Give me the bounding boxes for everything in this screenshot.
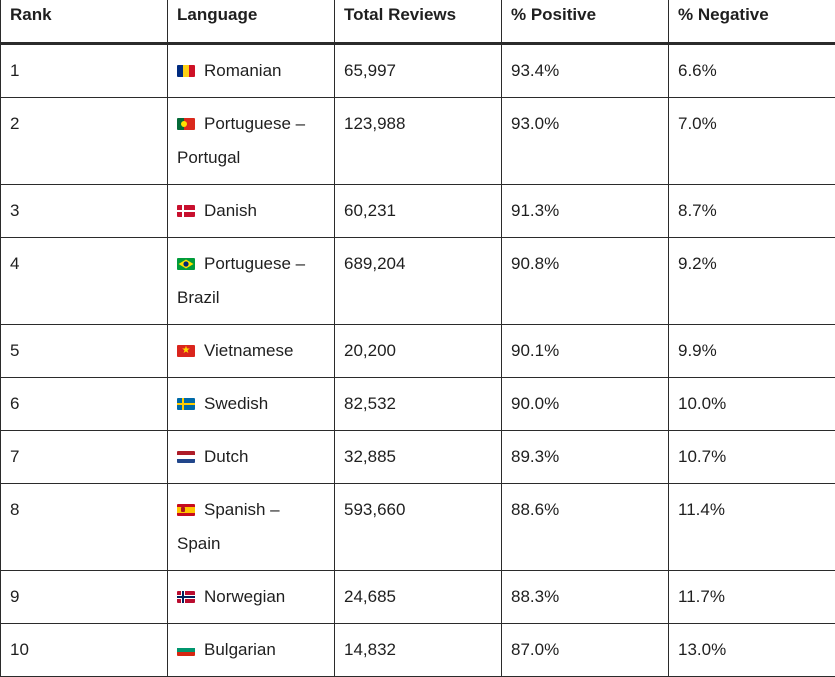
language-cell: ★ Vietnamese	[168, 324, 335, 377]
table-row: 5 ★ Vietnamese 20,200 90.1% 9.9%	[1, 324, 835, 377]
language-cell: Dutch	[168, 430, 335, 483]
positive-cell: 88.6%	[502, 483, 669, 570]
language-label: Portuguese – Brazil	[177, 254, 305, 307]
table-row: 7 Dutch 32,885 89.3% 10.7%	[1, 430, 835, 483]
total-cell: 123,988	[335, 97, 502, 184]
rank-cell: 3	[1, 184, 168, 237]
negative-cell: 9.9%	[669, 324, 835, 377]
table-row: 8 Spanish – Spain 593,660 88.6% 11.4%	[1, 483, 835, 570]
total-cell: 14,832	[335, 623, 502, 676]
table-row: 4 Portuguese – Brazil 689,204 90.8% 9.2%	[1, 237, 835, 324]
positive-cell: 93.4%	[502, 43, 669, 97]
rank-cell: 5	[1, 324, 168, 377]
language-label: Bulgarian	[204, 640, 276, 659]
flag-portugal-icon	[177, 118, 195, 130]
rank-cell: 7	[1, 430, 168, 483]
positive-cell: 93.0%	[502, 97, 669, 184]
language-label: Swedish	[204, 394, 268, 413]
total-cell: 32,885	[335, 430, 502, 483]
header-positive: % Positive	[502, 0, 669, 43]
rank-cell: 4	[1, 237, 168, 324]
flag-netherlands-icon	[177, 451, 195, 463]
positive-cell: 90.8%	[502, 237, 669, 324]
flag-norway-icon	[177, 591, 195, 603]
total-cell: 82,532	[335, 377, 502, 430]
header-negative: % Negative	[669, 0, 835, 43]
table-row: 6 Swedish 82,532 90.0% 10.0%	[1, 377, 835, 430]
table-row: 9 Norwegian 24,685 88.3% 11.7%	[1, 570, 835, 623]
negative-cell: 6.6%	[669, 43, 835, 97]
language-label: Vietnamese	[204, 341, 293, 360]
rank-cell: 6	[1, 377, 168, 430]
language-cell: Portuguese – Portugal	[168, 97, 335, 184]
language-label: Dutch	[204, 447, 248, 466]
language-cell: Romanian	[168, 43, 335, 97]
positive-cell: 90.1%	[502, 324, 669, 377]
total-cell: 689,204	[335, 237, 502, 324]
language-cell: Swedish	[168, 377, 335, 430]
negative-cell: 10.0%	[669, 377, 835, 430]
rank-cell: 1	[1, 43, 168, 97]
total-cell: 593,660	[335, 483, 502, 570]
language-cell: Bulgarian	[168, 623, 335, 676]
positive-cell: 88.3%	[502, 570, 669, 623]
negative-cell: 10.7%	[669, 430, 835, 483]
total-cell: 65,997	[335, 43, 502, 97]
rank-cell: 9	[1, 570, 168, 623]
table-row: 3 Danish 60,231 91.3% 8.7%	[1, 184, 835, 237]
language-label: Romanian	[204, 61, 282, 80]
language-cell: Danish	[168, 184, 335, 237]
flag-spain-icon	[177, 504, 195, 516]
table-row: 1 Romanian 65,997 93.4% 6.6%	[1, 43, 835, 97]
language-label: Portuguese – Portugal	[177, 114, 305, 167]
language-cell: Spanish – Spain	[168, 483, 335, 570]
positive-cell: 89.3%	[502, 430, 669, 483]
flag-romania-icon	[177, 65, 195, 77]
rank-cell: 8	[1, 483, 168, 570]
negative-cell: 7.0%	[669, 97, 835, 184]
header-language: Language	[168, 0, 335, 43]
negative-cell: 11.4%	[669, 483, 835, 570]
header-row: Rank Language Total Reviews % Positive %…	[1, 0, 835, 43]
flag-sweden-icon	[177, 398, 195, 410]
total-cell: 20,200	[335, 324, 502, 377]
table-row: 2 Portuguese – Portugal 123,988 93.0% 7.…	[1, 97, 835, 184]
language-label: Danish	[204, 201, 257, 220]
negative-cell: 11.7%	[669, 570, 835, 623]
language-cell: Norwegian	[168, 570, 335, 623]
flag-vietnam-icon: ★	[177, 345, 195, 357]
header-total-reviews: Total Reviews	[335, 0, 502, 43]
table-row: 10 Bulgarian 14,832 87.0% 13.0%	[1, 623, 835, 676]
positive-cell: 91.3%	[502, 184, 669, 237]
flag-bulgaria-icon	[177, 644, 195, 656]
negative-cell: 8.7%	[669, 184, 835, 237]
total-cell: 60,231	[335, 184, 502, 237]
rank-cell: 10	[1, 623, 168, 676]
rank-cell: 2	[1, 97, 168, 184]
header-rank: Rank	[1, 0, 168, 43]
total-cell: 24,685	[335, 570, 502, 623]
language-cell: Portuguese – Brazil	[168, 237, 335, 324]
flag-brazil-icon	[177, 258, 195, 270]
flag-denmark-icon	[177, 205, 195, 217]
positive-cell: 87.0%	[502, 623, 669, 676]
language-label: Norwegian	[204, 587, 285, 606]
negative-cell: 13.0%	[669, 623, 835, 676]
positive-cell: 90.0%	[502, 377, 669, 430]
negative-cell: 9.2%	[669, 237, 835, 324]
